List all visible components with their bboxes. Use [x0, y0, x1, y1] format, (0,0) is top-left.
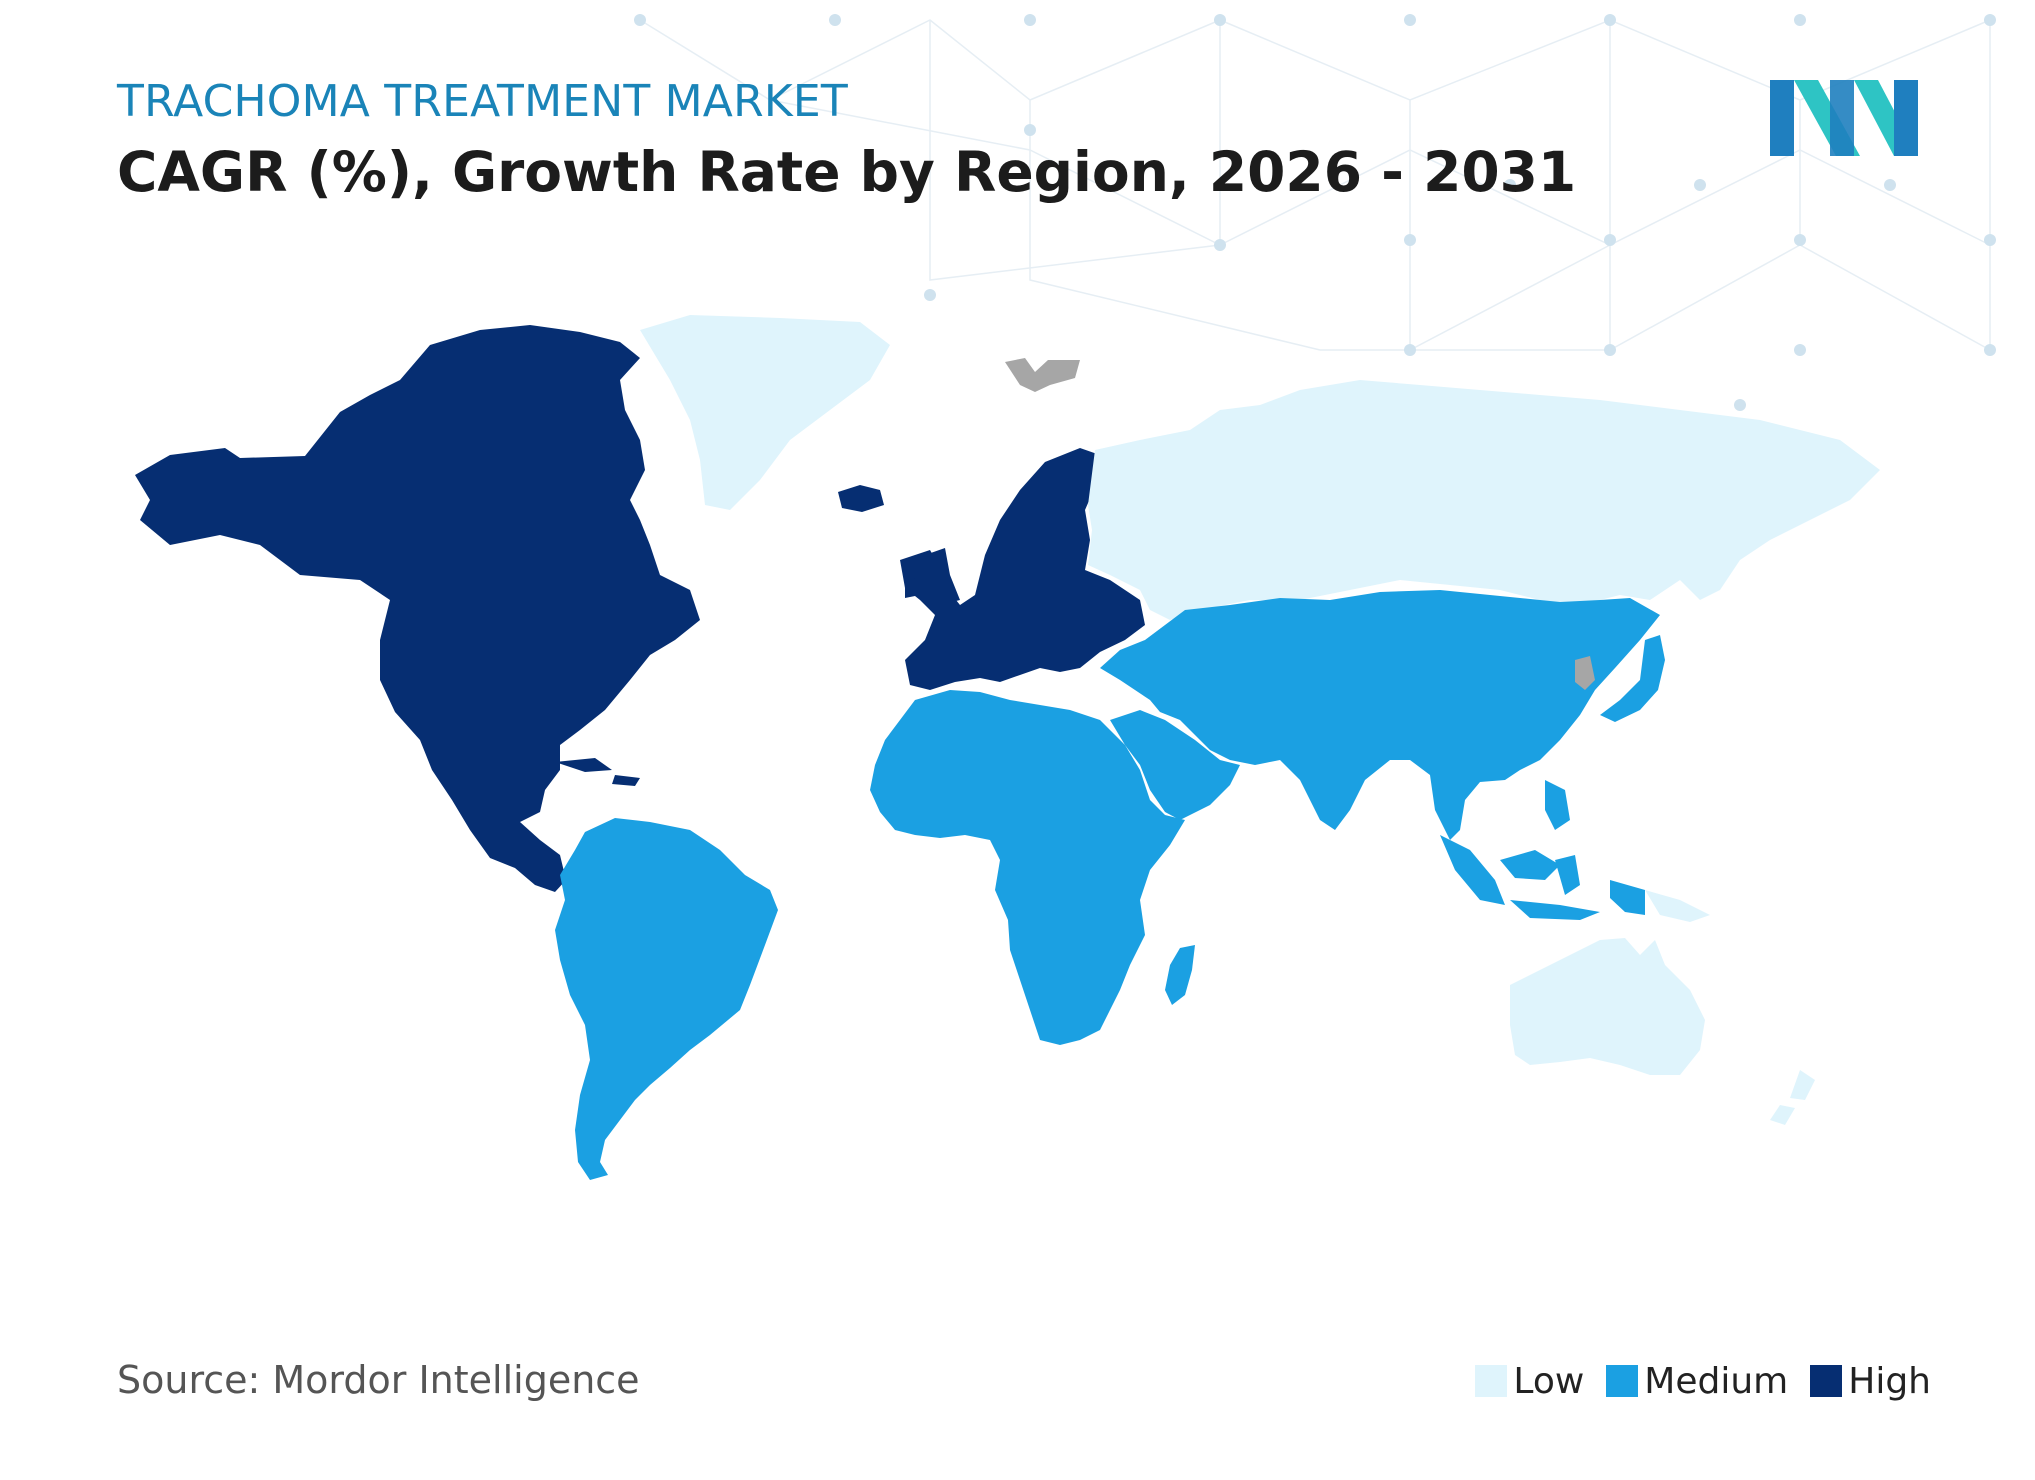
legend-swatch-low: [1475, 1365, 1508, 1397]
region-middle-east: [1110, 710, 1240, 820]
legend-item-low: Low: [1475, 1361, 1584, 1402]
region-australia: [1510, 938, 1705, 1075]
region-svalbard: [1005, 358, 1080, 392]
region-greenland: [640, 315, 890, 510]
region-korea: [1575, 656, 1595, 690]
region-new-zealand: [1770, 1070, 1815, 1125]
legend-label-high: High: [1848, 1360, 1931, 1402]
region-madagascar: [1165, 945, 1195, 1005]
region-asia: [1100, 590, 1660, 840]
region-uk-ireland: [905, 548, 960, 605]
chart-title: CAGR (%), Growth Rate by Region, 2026 - …: [117, 140, 1577, 204]
region-caribbean: [555, 758, 640, 786]
region-south-america: [555, 818, 778, 1180]
region-europe: [900, 448, 1145, 690]
source-note: Source: Mordor Intelligence: [117, 1358, 640, 1402]
legend-swatch-medium: [1606, 1365, 1639, 1397]
legend-label-medium: Medium: [1644, 1360, 1789, 1402]
legend-item-medium: Medium: [1606, 1361, 1788, 1402]
mordor-intelligence-logo-icon: [1770, 80, 1918, 156]
region-iceland: [838, 485, 884, 512]
region-africa: [870, 690, 1185, 1045]
region-north-america: [135, 325, 700, 892]
region-png: [1645, 890, 1710, 922]
legend-label-low: Low: [1513, 1360, 1585, 1402]
region-southeast-asia: [1440, 780, 1645, 920]
legend-item-high: High: [1810, 1361, 1931, 1402]
region-russia: [1088, 380, 1880, 620]
region-japan: [1600, 635, 1665, 722]
legend-swatch-high: [1810, 1365, 1843, 1397]
legend: Low Medium High: [1453, 1358, 1931, 1404]
chart-subtitle: TRACHOMA TREATMENT MARKET: [117, 76, 848, 127]
